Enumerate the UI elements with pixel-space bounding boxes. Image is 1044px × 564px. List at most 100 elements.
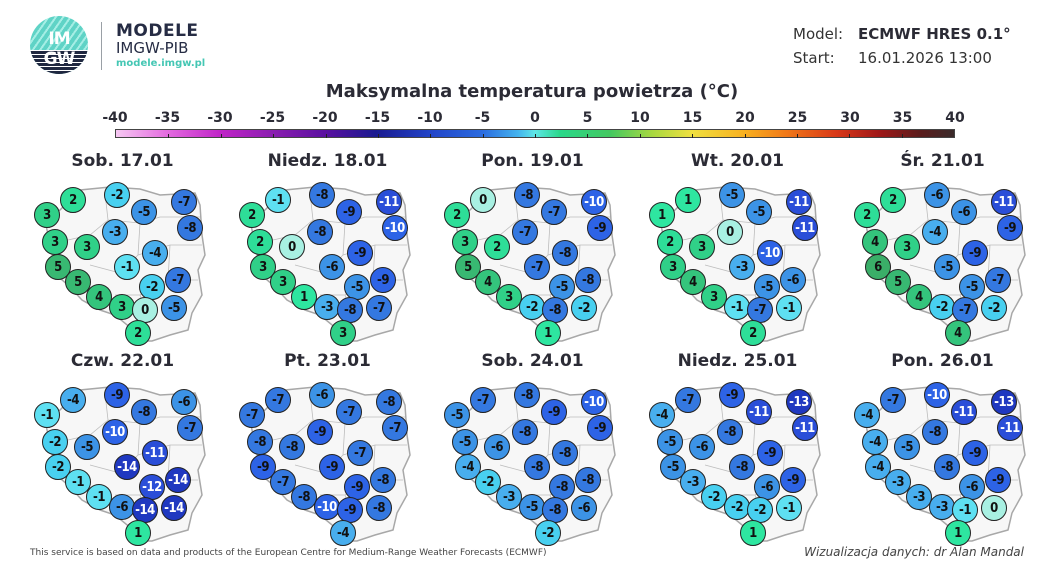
start-label: Start: [793, 49, 835, 67]
station-temperature-marker: 3 [701, 284, 727, 310]
model-row: Model: ECMWF HRES 0.1° [793, 22, 1011, 46]
station-temperature-marker: 3 [42, 229, 68, 255]
station-temperature-marker: -11 [997, 415, 1023, 441]
station-temperature-marker: -4 [865, 454, 891, 480]
station-temperature-marker: 2 [247, 229, 273, 255]
station-temperature-marker: -9 [319, 454, 345, 480]
station-temperature-marker: 0 [470, 187, 496, 213]
station-temperature-marker: -10 [102, 419, 128, 445]
panel-date-title: Pon. 19.01 [481, 151, 584, 171]
panel-date-title: Wt. 20.01 [690, 151, 785, 171]
brand-url-link[interactable]: modele.imgw.pl [116, 58, 206, 69]
station-temperature-marker: -5 [657, 429, 683, 455]
station-temperature-marker: -6 [780, 267, 806, 293]
panel-date-title: Pon. 26.01 [891, 351, 994, 371]
station-temperature-marker: -9 [587, 215, 613, 241]
station-temperature-marker: -11 [792, 415, 818, 441]
forecast-day-panel: Pon. 19.01 0 2 -8 -7 -10 -9 -7 3 2 -8 5 -7 -8 4 -5 3 -2 -8… [430, 145, 635, 346]
ecmwf-attribution: This service is based on data and produc… [30, 548, 547, 558]
station-temperature-marker: 1 [125, 520, 151, 546]
station-temperature-marker: -3 [929, 494, 955, 520]
station-temperature-marker: -8 [307, 219, 333, 245]
station-temperature-marker: -11 [746, 399, 772, 425]
station-temperature-marker: -8 [542, 497, 568, 523]
brand-title: MODELE [116, 21, 199, 41]
station-temperature-marker: 3 [330, 320, 356, 346]
forecast-day-panel: Sob. 17.01 2 3 -2 -5 -7 -8 -3 3 3 -4 5 -1 -7 5 -2 4 3 0 -5 2 [20, 145, 225, 346]
station-temperature-marker: -2 [747, 497, 773, 523]
colorbar-tick [482, 134, 484, 138]
station-temperature-marker: -11 [142, 440, 168, 466]
station-temperature-marker: -8 [376, 389, 402, 415]
colorbar-tick [796, 134, 798, 138]
colorbar-tick [168, 134, 170, 138]
model-value: ECMWF HRES 0.1° [858, 25, 1011, 43]
station-temperature-marker: -7 [347, 440, 373, 466]
station-temperature-marker: -7 [512, 219, 538, 245]
station-temperature-marker: 2 [60, 187, 86, 213]
station-temperature-marker: -5 [549, 274, 575, 300]
station-temperature-marker: -11 [786, 189, 812, 215]
station-temperature-marker: 1 [740, 520, 766, 546]
station-temperature-marker: -9 [337, 497, 363, 523]
panel-date-title: Czw. 22.01 [70, 351, 175, 371]
station-temperature-marker: -9 [587, 415, 613, 441]
station-temperature-marker: -5 [161, 295, 187, 321]
station-temperature-marker: -8 [177, 215, 203, 241]
station-temperature-marker: 1 [675, 187, 701, 213]
station-temperature-marker: -2 [929, 294, 955, 320]
station-temperature-marker: -10 [382, 215, 408, 241]
station-temperature-marker: -13 [786, 389, 812, 415]
station-temperature-marker: -1 [776, 295, 802, 321]
station-temperature-marker: -14 [161, 495, 187, 521]
station-temperature-marker: -9 [344, 474, 370, 500]
station-temperature-marker: -3 [496, 484, 522, 510]
station-temperature-marker: -7 [747, 297, 773, 323]
station-temperature-marker: 2 [125, 320, 151, 346]
station-temperature-marker: -8 [934, 454, 960, 480]
station-temperature-marker: -2 [724, 494, 750, 520]
colorbar-tick-label: 30 [840, 110, 860, 126]
station-temperature-marker: -2 [535, 520, 561, 546]
station-temperature-marker: -7 [165, 267, 191, 293]
colorbar [115, 129, 955, 138]
station-temperature-marker: 2 [740, 320, 766, 346]
start-row: Start: 16.01.2026 13:00 [793, 46, 1011, 70]
station-temperature-marker: 2 [854, 202, 880, 228]
colorbar-tick-label: 10 [630, 110, 650, 126]
station-temperature-marker: -7 [336, 399, 362, 425]
panel-date-title: Sob. 17.01 [71, 151, 174, 171]
forecast-day-panel: Czw. 22.01 -4 -1 -9 -8 -6 -7 -10 -2 -5 -11 -2 -14 -14… [20, 345, 225, 546]
station-temperature-marker: -2 [139, 274, 165, 300]
station-temperature-marker: -2 [981, 295, 1007, 321]
station-temperature-marker: -10 [314, 494, 340, 520]
station-temperature-marker: -7 [985, 267, 1011, 293]
station-temperature-marker: -8 [552, 440, 578, 466]
colorbar-tick-label: -40 [102, 110, 128, 126]
station-temperature-marker: -1 [724, 294, 750, 320]
station-temperature-marker: -1 [114, 254, 140, 280]
station-temperature-marker: -8 [291, 484, 317, 510]
station-temperature-marker: -8 [575, 467, 601, 493]
station-temperature-marker: -2 [701, 484, 727, 510]
station-temperature-marker: -6 [959, 474, 985, 500]
colorbar-tick-label: 25 [787, 110, 808, 126]
station-temperature-marker: -7 [470, 387, 496, 413]
station-temperature-marker: -9 [719, 382, 745, 408]
station-temperature-marker: -5 [934, 254, 960, 280]
station-temperature-marker: -8 [552, 240, 578, 266]
colorbar-tick-label: -10 [417, 110, 443, 126]
station-temperature-marker: -10 [581, 189, 607, 215]
panel-date-title: Niedz. 18.01 [267, 151, 388, 171]
station-temperature-marker: 0 [981, 495, 1007, 521]
station-temperature-marker: -11 [376, 189, 402, 215]
station-temperature-marker: -8 [514, 382, 540, 408]
station-temperature-marker: -7 [265, 387, 291, 413]
colorbar-tick-label: 35 [892, 110, 913, 126]
station-temperature-marker: -9 [104, 382, 130, 408]
station-temperature-marker: -9 [307, 419, 333, 445]
station-temperature-marker: -9 [962, 440, 988, 466]
colorbar-tick-label: -15 [364, 110, 391, 126]
station-temperature-marker: -4 [862, 429, 888, 455]
colorbar-tick [744, 134, 746, 138]
